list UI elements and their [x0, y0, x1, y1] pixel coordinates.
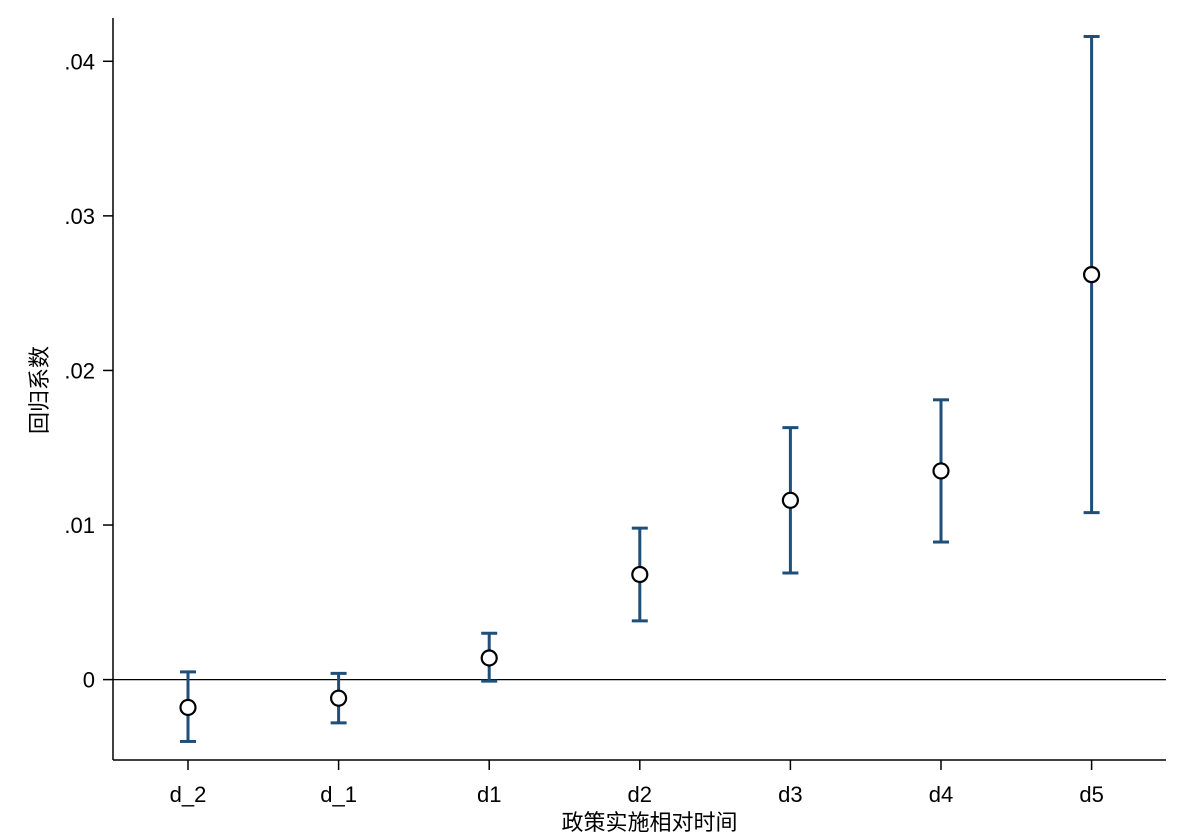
y-tick-label: .01 — [64, 513, 95, 538]
errorbar-d5 — [1082, 35, 1101, 515]
coefficient-point — [631, 565, 649, 584]
x-tick-label: d_2 — [170, 782, 207, 807]
coefficient-point — [330, 689, 348, 707]
x-axis-title: 政策实施相对时间 — [561, 811, 737, 836]
errorbar-d1 — [480, 631, 498, 683]
y-tick-label: .02 — [64, 358, 95, 383]
errorbar-d_1 — [330, 671, 348, 725]
y-tick-label: .04 — [64, 49, 95, 74]
x-tick-label: d4 — [929, 782, 953, 807]
chart-marks — [179, 35, 1101, 743]
coefficient-point — [932, 462, 950, 480]
x-tick-label: d3 — [778, 782, 802, 807]
errorbar-d_2 — [179, 670, 197, 743]
coefficient-point — [480, 649, 498, 667]
x-tick-label: d1 — [477, 782, 501, 807]
axes — [112, 18, 1166, 761]
errorbar-d2 — [631, 526, 649, 623]
errorbar-d3 — [781, 426, 800, 575]
y-axis-ticks: 0 .01 .02 .03 .04 — [64, 49, 113, 693]
y-tick-label: .03 — [64, 204, 95, 229]
coefficient-point — [179, 698, 197, 717]
coefficient-point — [781, 491, 800, 509]
coefficient-point — [1082, 266, 1101, 284]
errorbar-d4 — [932, 398, 950, 544]
x-tick-label: d_1 — [320, 782, 357, 807]
y-tick-label: 0 — [83, 668, 95, 693]
x-tick-label: d2 — [628, 782, 652, 807]
x-axis-ticks: d_2 d_1 d1 d2 d3 d4 d5 — [170, 760, 1104, 807]
x-tick-label: d5 — [1079, 782, 1103, 807]
y-axis-title: 回归系数 — [28, 346, 53, 434]
